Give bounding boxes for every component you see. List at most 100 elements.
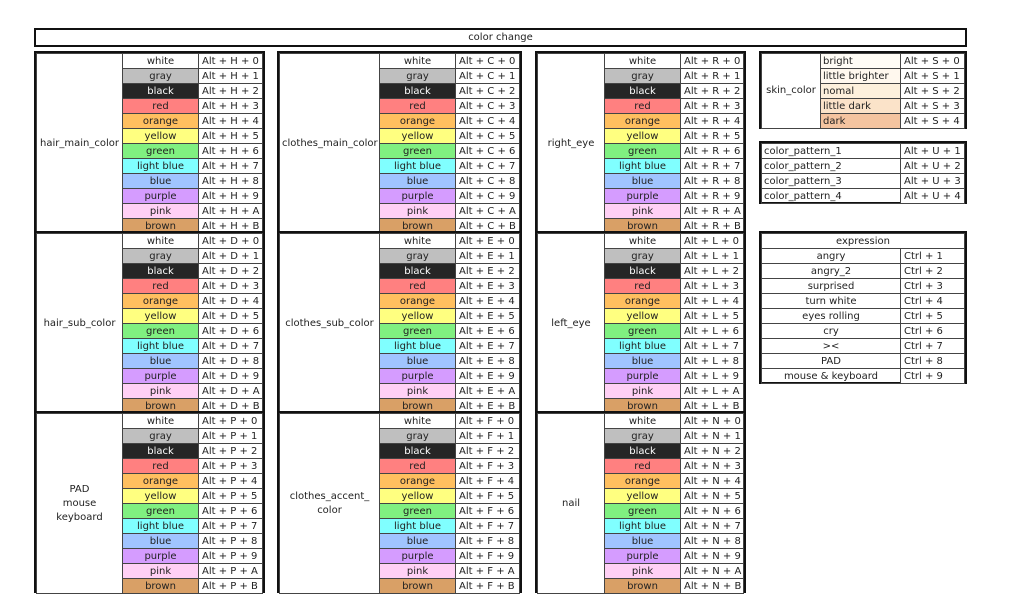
table-row: PAD mouse keyboard white Alt + P + 0 bbox=[36, 413, 263, 594]
shortcut-key: Ctrl + 5 bbox=[900, 308, 965, 324]
color-swatch-blue: blue bbox=[604, 173, 681, 189]
expression-name: angry_2 bbox=[761, 263, 901, 279]
color-swatch-white: white bbox=[379, 233, 456, 249]
color-swatch-brown: brown bbox=[604, 578, 681, 594]
shortcut-key: Alt + N + 5 bbox=[680, 488, 744, 504]
table-row: clothes_main_color white Alt + C + 0 bbox=[279, 53, 520, 234]
color-swatch-orange: orange bbox=[604, 113, 681, 129]
table-row: left_eye white Alt + L + 0 bbox=[537, 233, 744, 414]
shortcut-key: Ctrl + 8 bbox=[900, 353, 965, 369]
shortcut-key: Alt + H + 5 bbox=[198, 128, 263, 144]
shortcut-key: Alt + E + 9 bbox=[455, 368, 520, 384]
shortcut-key: Alt + D + 7 bbox=[198, 338, 263, 354]
color-swatch-green: green bbox=[604, 323, 681, 339]
shortcut-key: Alt + N + 1 bbox=[680, 428, 744, 444]
skin-swatch: bright bbox=[820, 53, 901, 69]
shortcut-key: Alt + P + 1 bbox=[198, 428, 263, 444]
color-swatch-blue: blue bbox=[379, 173, 456, 189]
color-swatch-red: red bbox=[604, 98, 681, 114]
shortcut-key: Alt + D + 8 bbox=[198, 353, 263, 369]
color-swatch-green: green bbox=[379, 143, 456, 159]
table-row: gray Alt + P + 1 bbox=[37, 428, 263, 444]
table-row: light blue Alt + P + 7 bbox=[37, 518, 263, 534]
shortcut-key: Alt + H + 3 bbox=[198, 98, 263, 114]
color-swatch-purple: purple bbox=[604, 368, 681, 384]
shortcut-key: Alt + S + 3 bbox=[900, 98, 965, 114]
color-swatch-red: red bbox=[379, 458, 456, 474]
table-row: brown Alt + E + B bbox=[280, 398, 520, 414]
table-row: orange Alt + P + 4 bbox=[37, 473, 263, 489]
color-swatch-white: white bbox=[122, 413, 199, 429]
color-swatch-white: white bbox=[122, 53, 199, 69]
color-swatch-blue: blue bbox=[122, 353, 199, 369]
table-row: red Alt + H + 3 bbox=[37, 98, 263, 114]
color-swatch-white: white bbox=[604, 233, 681, 249]
table-row: green Alt + H + 6 bbox=[37, 143, 263, 159]
shortcut-key: Alt + C + 7 bbox=[455, 158, 520, 174]
shortcut-key: Alt + D + 3 bbox=[198, 278, 263, 294]
shortcut-key: Alt + F + 4 bbox=[455, 473, 520, 489]
shortcut-key: Alt + P + 5 bbox=[198, 488, 263, 504]
color-swatch-brown: brown bbox=[122, 218, 199, 234]
table-row: red Alt + R + 3 bbox=[538, 98, 744, 114]
table-row: brown Alt + P + B bbox=[37, 578, 263, 594]
table-row: color_pattern_4 Alt + U + 4 bbox=[761, 188, 965, 204]
shortcut-key: Alt + P + 2 bbox=[198, 443, 263, 459]
color-swatch-gray: gray bbox=[604, 248, 681, 264]
shortcut-key: Alt + U + 2 bbox=[900, 158, 965, 174]
table-row: right_eye white Alt + R + 0 bbox=[537, 53, 744, 234]
shortcut-key: Alt + F + 6 bbox=[455, 503, 520, 519]
color-swatch-purple: purple bbox=[379, 368, 456, 384]
shortcut-key: Alt + R + A bbox=[680, 203, 744, 219]
table-row: green Alt + N + 6 bbox=[538, 503, 744, 519]
shortcut-key: Alt + C + 3 bbox=[455, 98, 520, 114]
color-swatch-gray: gray bbox=[604, 428, 681, 444]
color-swatch-red: red bbox=[379, 98, 456, 114]
table-row: gray Alt + C + 1 bbox=[280, 68, 520, 84]
table-row: green Alt + C + 6 bbox=[280, 143, 520, 159]
table-row: pink Alt + L + A bbox=[538, 383, 744, 399]
shortcut-key: Alt + F + 8 bbox=[455, 533, 520, 549]
color-swatch-light-blue: light blue bbox=[604, 338, 681, 354]
color-swatch-light-blue: light blue bbox=[379, 158, 456, 174]
pattern-name: color_pattern_3 bbox=[761, 173, 901, 189]
table-row: gray Alt + E + 1 bbox=[280, 248, 520, 264]
color-group: hair_sub_color white Alt + D + 0 gray Alt + … bbox=[34, 231, 265, 414]
color-swatch-pink: pink bbox=[379, 383, 456, 399]
shortcut-key: Alt + L + 3 bbox=[680, 278, 744, 294]
shortcut-key: Alt + U + 3 bbox=[900, 173, 965, 189]
shortcut-key: Alt + D + 2 bbox=[198, 263, 263, 279]
table-row: pink Alt + R + A bbox=[538, 203, 744, 219]
table-row: pink Alt + P + A bbox=[37, 563, 263, 579]
color-swatch-blue: blue bbox=[122, 173, 199, 189]
shortcut-key: Alt + C + 5 bbox=[455, 128, 520, 144]
table-row: brown Alt + D + B bbox=[37, 398, 263, 414]
table-row: blue Alt + E + 8 bbox=[280, 353, 520, 369]
color-swatch-yellow: yellow bbox=[604, 128, 681, 144]
color-swatch-green: green bbox=[122, 503, 199, 519]
shortcut-key: Alt + H + 4 bbox=[198, 113, 263, 129]
color-swatch-yellow: yellow bbox=[379, 308, 456, 324]
expression-name: >< bbox=[761, 338, 901, 354]
color-swatch-gray: gray bbox=[122, 428, 199, 444]
shortcut-key: Alt + R + 2 bbox=[680, 83, 744, 99]
table-row: blue Alt + R + 8 bbox=[538, 173, 744, 189]
shortcut-key: Alt + P + A bbox=[198, 563, 263, 579]
color-swatch-pink: pink bbox=[604, 563, 681, 579]
color-swatch-orange: orange bbox=[122, 473, 199, 489]
shortcut-key: Alt + D + B bbox=[198, 398, 263, 414]
table-row: clothes_accent_ color white Alt + F + 0 bbox=[279, 413, 520, 594]
color-swatch-light-blue: light blue bbox=[122, 338, 199, 354]
color-swatch-black: black bbox=[379, 443, 456, 459]
shortcut-key: Alt + L + 4 bbox=[680, 293, 744, 309]
shortcut-key: Alt + D + 0 bbox=[198, 233, 263, 249]
color-swatch-black: black bbox=[604, 443, 681, 459]
shortcut-key: Alt + N + B bbox=[680, 578, 744, 594]
color-swatch-black: black bbox=[379, 83, 456, 99]
shortcut-key: Alt + R + 9 bbox=[680, 188, 744, 204]
color-swatch-brown: brown bbox=[379, 218, 456, 234]
color-group: PAD mouse keyboard white Alt + P + 0 gray Alt … bbox=[34, 411, 265, 594]
table-row: blue Alt + D + 8 bbox=[37, 353, 263, 369]
skin-label: skin_color bbox=[761, 53, 821, 129]
table-row: pink Alt + N + A bbox=[538, 563, 744, 579]
